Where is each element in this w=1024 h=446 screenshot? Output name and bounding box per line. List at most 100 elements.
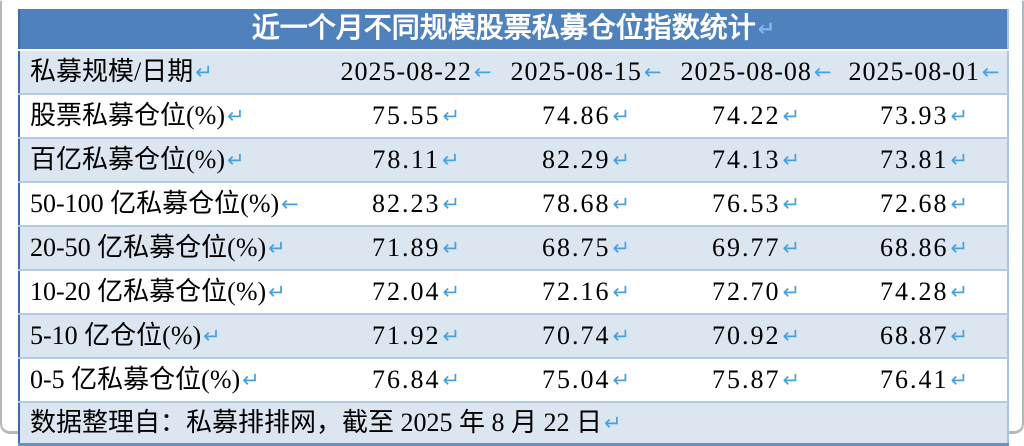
return-mark-icon: ↵: [442, 104, 461, 128]
footer-row: 数据整理自：私募排排网，截至 2025 年 8 月 22 日↵: [19, 401, 1008, 445]
row-label-cell: 股票私募仓位(%)↵: [19, 93, 331, 139]
value-cell: 78.11↵: [331, 137, 501, 183]
date-header: 2025-08-15: [510, 57, 642, 86]
row-label: 50-100 亿私募仓位(%): [30, 189, 280, 218]
cell-value: 68.87: [879, 321, 949, 350]
wrap-mark-icon: ←: [643, 60, 662, 84]
return-mark-icon: ↵: [782, 148, 801, 172]
cell-value: 68.86: [879, 233, 949, 262]
return-mark-icon: ↵: [950, 148, 969, 172]
source-note-cell: 数据整理自：私募排排网，截至 2025 年 8 月 22 日↵: [19, 401, 1008, 445]
return-mark-icon: ↵: [268, 236, 286, 260]
cell-value: 75.87: [711, 365, 781, 394]
cell-value: 74.28: [879, 277, 949, 306]
row-label-cell: 20-50 亿私募仓位(%)↵: [19, 225, 331, 271]
value-cell: 76.41↵: [841, 357, 1008, 403]
row-label-cell: 百亿私募仓位(%)↵: [19, 137, 331, 183]
table-row: 5-10 亿仓位(%)↵ 71.92↵ 70.74↵ 70.92↵ 68.87↵: [19, 313, 1008, 359]
value-cell: 73.81↵: [841, 137, 1008, 183]
value-cell: 73.93↵: [841, 93, 1008, 139]
row-label: 10-20 亿私募仓位(%): [30, 277, 267, 306]
value-cell: 68.86↵: [841, 225, 1008, 271]
value-cell: 70.92↵: [671, 313, 841, 359]
value-cell: 74.86↵: [501, 93, 671, 139]
return-mark-icon: ↵: [442, 280, 461, 304]
table-row: 0-5 亿私募仓位(%)↵ 76.84↵ 75.04↵ 75.87↵ 76.41…: [19, 357, 1008, 403]
return-mark-icon: ↵: [782, 192, 801, 216]
cell-value: 68.75: [541, 233, 611, 262]
cell-value: 71.89: [371, 233, 441, 262]
cell-value: 72.68: [879, 189, 949, 218]
value-cell: 74.22↵: [671, 93, 841, 139]
return-mark-icon: ↵: [203, 324, 221, 348]
cell-value: 75.55: [371, 101, 441, 130]
cell-value: 74.13: [711, 145, 781, 174]
cell-value: 70.92: [711, 321, 781, 350]
value-cell: 72.70↵: [671, 269, 841, 315]
row-label: 股票私募仓位(%): [30, 101, 225, 130]
title-row: 近一个月不同规模股票私募仓位指数统计↵: [19, 9, 1008, 51]
cell-value: 71.92: [371, 321, 441, 350]
return-mark-icon: ↵: [612, 104, 631, 128]
return-mark-icon: ↵: [782, 236, 801, 260]
return-mark-icon: ↵: [442, 192, 461, 216]
date-header: 2025-08-22: [340, 57, 472, 86]
value-cell: 72.68↵: [841, 181, 1008, 227]
return-mark-icon: ↵: [442, 324, 461, 348]
value-cell: 74.28↵: [841, 269, 1008, 315]
table-title-text: 近一个月不同规模股票私募仓位指数统计: [251, 13, 756, 44]
date-header: 2025-08-01: [848, 57, 980, 86]
value-cell: 75.87↵: [671, 357, 841, 403]
value-cell: 68.75↵: [501, 225, 671, 271]
value-cell: 82.23↵: [331, 181, 501, 227]
cell-value: 69.77: [711, 233, 781, 262]
value-cell: 71.89↵: [331, 225, 501, 271]
table-row: 百亿私募仓位(%)↵ 78.11↵ 82.29↵ 74.13↵ 73.81↵: [19, 137, 1008, 183]
source-note: 数据整理自：私募排排网，截至 2025 年 8 月 22 日: [30, 408, 603, 437]
wrap-mark-icon: ←: [813, 60, 832, 84]
return-mark-icon: ↵: [612, 192, 631, 216]
date-header-cell: 2025-08-22←: [331, 49, 501, 95]
return-mark-icon: ↵: [950, 236, 969, 260]
table-row: 10-20 亿私募仓位(%)↵ 72.04↵ 72.16↵ 72.70↵ 74.…: [19, 269, 1008, 315]
value-cell: 78.68↵: [501, 181, 671, 227]
cell-value: 74.86: [541, 101, 611, 130]
return-mark-icon: ↵: [442, 368, 461, 392]
return-mark-icon: ↵: [242, 368, 260, 392]
table-row: 50-100 亿私募仓位(%)← 82.23↵ 78.68↵ 76.53↵ 72…: [19, 181, 1008, 227]
wrap-mark-icon: ←: [981, 60, 1000, 84]
value-cell: 72.04↵: [331, 269, 501, 315]
value-cell: 76.84↵: [331, 357, 501, 403]
return-mark-icon: ↵: [950, 368, 969, 392]
table-row: 20-50 亿私募仓位(%)↵ 71.89↵ 68.75↵ 69.77↵ 68.…: [19, 225, 1008, 271]
cell-value: 76.53: [711, 189, 781, 218]
value-cell: 74.13↵: [671, 137, 841, 183]
date-header-cell: 2025-08-08←: [671, 49, 841, 95]
cell-value: 72.04: [371, 277, 441, 306]
corner-header-cell: 私募规模/日期↵: [19, 49, 331, 95]
return-mark-icon: ↵: [950, 192, 969, 216]
header-row: 私募规模/日期↵ 2025-08-22← 2025-08-15← 2025-08…: [19, 49, 1008, 95]
row-label-cell: 5-10 亿仓位(%)↵: [19, 313, 331, 359]
cell-value: 78.68: [541, 189, 611, 218]
date-header: 2025-08-08: [680, 57, 812, 86]
table-title: 近一个月不同规模股票私募仓位指数统计↵: [19, 9, 1008, 51]
cell-value: 78.11: [372, 145, 440, 174]
row-label-cell: 0-5 亿私募仓位(%)↵: [19, 357, 331, 403]
row-label: 5-10 亿仓位(%): [30, 321, 202, 350]
return-mark-icon: ↵: [782, 324, 801, 348]
positions-table: 近一个月不同规模股票私募仓位指数统计↵ 私募规模/日期↵ 2025-08-22←…: [18, 9, 1009, 446]
return-mark-icon: ↵: [604, 411, 622, 435]
wrap-mark-icon: ←: [281, 192, 299, 216]
return-mark-icon: ↵: [757, 17, 776, 41]
return-mark-icon: ↵: [612, 280, 631, 304]
return-mark-icon: ↵: [195, 60, 213, 84]
return-mark-icon: ↵: [612, 148, 631, 172]
cell-value: 70.74: [541, 321, 611, 350]
return-mark-icon: ↵: [441, 148, 460, 172]
cell-value: 72.70: [711, 277, 781, 306]
cell-value: 73.81: [879, 145, 949, 174]
cell-value: 82.23: [371, 189, 441, 218]
return-mark-icon: ↵: [950, 280, 969, 304]
cell-value: 72.16: [541, 277, 611, 306]
